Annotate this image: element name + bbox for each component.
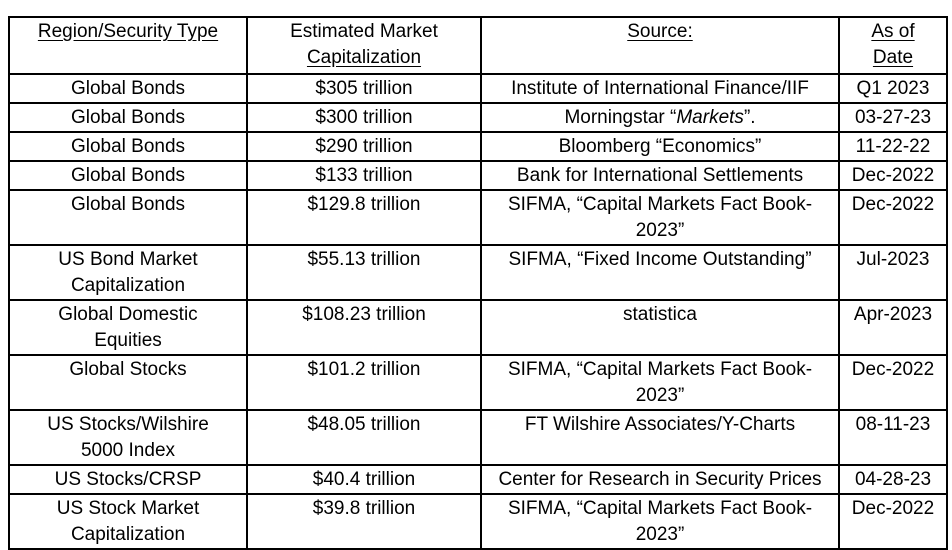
cell-as-of: 08-11-23 (838, 409, 948, 466)
cell-source: Institute of International Finance/IIF (480, 73, 840, 104)
cell-as-of: Apr-2023 (838, 299, 948, 356)
cell-as-of: 03-27-23 (838, 102, 948, 133)
cell-as-of: Q1 2023 (838, 73, 948, 104)
cell-as-of: 11-22-22 (838, 131, 948, 162)
table-row: Global Bonds $305 trillion Institute of … (8, 73, 948, 104)
cell-market-cap: $133 trillion (246, 160, 482, 191)
cell-as-of: Dec-2022 (838, 493, 948, 550)
cell-source: SIFMA, “Capital Markets Fact Book- 2023” (480, 354, 840, 411)
table-row: Global Domestic Equities $108.23 trillio… (8, 299, 948, 356)
cell-region: Global Stocks (8, 354, 248, 411)
cell-source: Bloomberg “Economics” (480, 131, 840, 162)
header-region-security-type: Region/Security Type (8, 16, 248, 75)
cell-source: SIFMA, “Fixed Income Outstanding” (480, 244, 840, 301)
cell-market-cap: $55.13 trillion (246, 244, 482, 301)
cell-market-cap: $108.23 trillion (246, 299, 482, 356)
source-italic-text: Markets (676, 107, 744, 128)
market-cap-table: Region/Security Type Estimated Market Cap… (8, 16, 948, 550)
header-text: Date (872, 47, 914, 68)
cell-market-cap: $300 trillion (246, 102, 482, 133)
cell-market-cap: $48.05 trillion (246, 409, 482, 466)
cell-region: Global Bonds (8, 131, 248, 162)
cell-as-of: 04-28-23 (838, 464, 948, 495)
cell-as-of: Dec-2022 (838, 189, 948, 246)
cell-as-of: Dec-2022 (838, 354, 948, 411)
cell-as-of: Jul-2023 (838, 244, 948, 301)
cell-region: US Stock Market Capitalization (8, 493, 248, 550)
cell-region: US Stocks/Wilshire 5000 Index (8, 409, 248, 466)
table-row: Global Bonds $129.8 trillion SIFMA, “Cap… (8, 189, 948, 246)
cell-market-cap: $40.4 trillion (246, 464, 482, 495)
table-row: US Stock Market Capitalization $39.8 tri… (8, 493, 948, 550)
cell-source: Center for Research in Security Prices (480, 464, 840, 495)
cell-market-cap: $129.8 trillion (246, 189, 482, 246)
source-text: Morningstar “ (564, 107, 677, 128)
header-text: Estimated Market (290, 21, 438, 42)
table-row: Global Bonds $133 trillion Bank for Inte… (8, 160, 948, 191)
cell-market-cap: $305 trillion (246, 73, 482, 104)
table-row: Global Stocks $101.2 trillion SIFMA, “Ca… (8, 354, 948, 411)
cell-region: Global Bonds (8, 73, 248, 104)
header-source: Source: (480, 16, 840, 75)
header-as-of-date: As of Date (838, 16, 948, 75)
table-row: US Stocks/CRSP $40.4 trillion Center for… (8, 464, 948, 495)
cell-source: FT Wilshire Associates/Y-Charts (480, 409, 840, 466)
cell-as-of: Dec-2022 (838, 160, 948, 191)
cell-market-cap: $39.8 trillion (246, 493, 482, 550)
cell-region: US Stocks/CRSP (8, 464, 248, 495)
cell-source: SIFMA, “Capital Markets Fact Book- 2023” (480, 189, 840, 246)
header-row: Region/Security Type Estimated Market Cap… (8, 16, 948, 75)
header-text: Source: (627, 21, 693, 42)
cell-market-cap: $290 trillion (246, 131, 482, 162)
source-text: ”. (743, 107, 756, 128)
table-row: US Stocks/Wilshire 5000 Index $48.05 tri… (8, 409, 948, 466)
cell-market-cap: $101.2 trillion (246, 354, 482, 411)
cell-region: Global Domestic Equities (8, 299, 248, 356)
table-row: Global Bonds $300 trillion Morningstar “… (8, 102, 948, 133)
cell-source: Morningstar “Markets”. (480, 102, 840, 133)
header-text: As of (871, 21, 915, 42)
header-text: Region/Security Type (37, 21, 219, 42)
cell-region: Global Bonds (8, 102, 248, 133)
cell-region: Global Bonds (8, 189, 248, 246)
cell-region: US Bond Market Capitalization (8, 244, 248, 301)
cell-source: Bank for International Settlements (480, 160, 840, 191)
cell-region: Global Bonds (8, 160, 248, 191)
table-row: US Bond Market Capitalization $55.13 tri… (8, 244, 948, 301)
header-text: Capitalization (306, 47, 422, 68)
header-estimated-market-cap: Estimated Market Capitalization (246, 16, 482, 75)
cell-source: statistica (480, 299, 840, 356)
table-row: Global Bonds $290 trillion Bloomberg “Ec… (8, 131, 948, 162)
cell-source: SIFMA, “Capital Markets Fact Book- 2023” (480, 493, 840, 550)
